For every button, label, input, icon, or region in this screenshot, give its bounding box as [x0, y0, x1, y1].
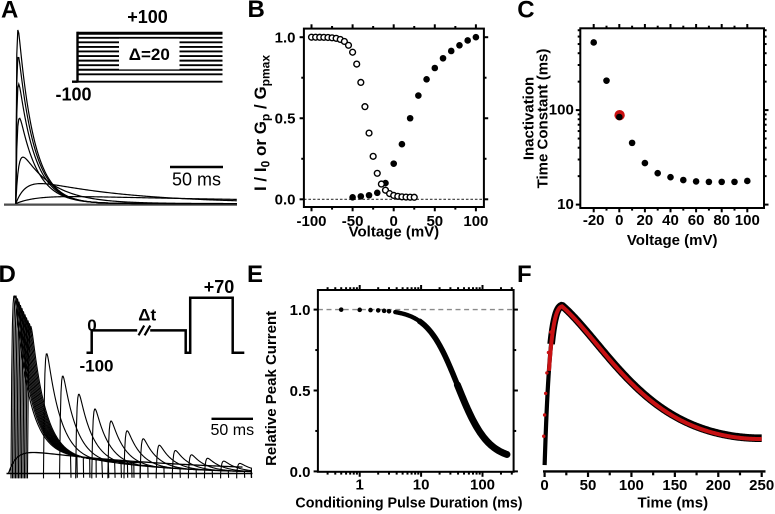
svg-text:InactivationTime Constant (ms): InactivationTime Constant (ms) [520, 49, 551, 189]
svg-text:-100: -100 [296, 213, 326, 230]
svg-text:0: 0 [87, 316, 96, 335]
svg-text:50 ms: 50 ms [172, 170, 221, 190]
svg-text:-100: -100 [55, 85, 91, 105]
svg-text:200: 200 [706, 477, 731, 494]
svg-text:100: 100 [470, 477, 495, 494]
svg-text:100: 100 [463, 213, 488, 230]
svg-text:D: D [0, 261, 16, 288]
svg-text:40: 40 [662, 212, 679, 229]
svg-text:0: 0 [615, 212, 623, 229]
svg-text:50: 50 [580, 477, 597, 494]
svg-text:-20: -20 [583, 212, 605, 229]
svg-text:0.5: 0.5 [275, 111, 296, 128]
svg-text:1.0: 1.0 [290, 302, 311, 319]
svg-text:Δt: Δt [138, 306, 156, 325]
svg-text:150: 150 [662, 477, 687, 494]
svg-text:-50: -50 [342, 213, 364, 230]
svg-text:0: 0 [540, 477, 548, 494]
svg-text:250: 250 [749, 477, 774, 494]
svg-text:80: 80 [713, 212, 730, 229]
svg-text:Relative Peak Current: Relative Peak Current [263, 311, 280, 466]
svg-text:0.5: 0.5 [290, 383, 311, 400]
svg-text:100: 100 [549, 102, 574, 119]
svg-text:1.0: 1.0 [275, 30, 296, 47]
svg-text:B: B [248, 0, 265, 23]
svg-text:Time (ms): Time (ms) [638, 495, 709, 512]
svg-text:1: 1 [356, 477, 364, 494]
svg-text:0.0: 0.0 [275, 192, 296, 209]
svg-text:Voltage (mV): Voltage (mV) [349, 224, 440, 241]
svg-text:10: 10 [557, 196, 574, 213]
svg-text:10: 10 [413, 477, 430, 494]
svg-text:Δ=20: Δ=20 [129, 45, 170, 64]
svg-text:+100: +100 [127, 7, 168, 27]
svg-text:60: 60 [688, 212, 705, 229]
svg-text:20: 20 [637, 212, 654, 229]
svg-text:-100: -100 [79, 357, 113, 376]
svg-text:F: F [517, 261, 532, 288]
svg-text:100: 100 [619, 477, 644, 494]
svg-text:A: A [1, 0, 18, 23]
svg-text:100: 100 [735, 212, 760, 229]
svg-text:50: 50 [426, 213, 443, 230]
svg-text:0.0: 0.0 [290, 464, 311, 481]
svg-text:Conditioning Pulse Duration (m: Conditioning Pulse Duration (ms) [295, 496, 522, 512]
svg-text:+70: +70 [204, 277, 235, 297]
svg-text:0: 0 [390, 213, 398, 230]
svg-text:E: E [247, 261, 263, 288]
svg-text:I / I0 or Gp / Gpmax: I / I0 or Gp / Gpmax [251, 55, 273, 191]
svg-text:Voltage (mV): Voltage (mV) [627, 232, 718, 249]
svg-text:50 ms: 50 ms [211, 422, 255, 439]
svg-text:C: C [517, 0, 534, 24]
